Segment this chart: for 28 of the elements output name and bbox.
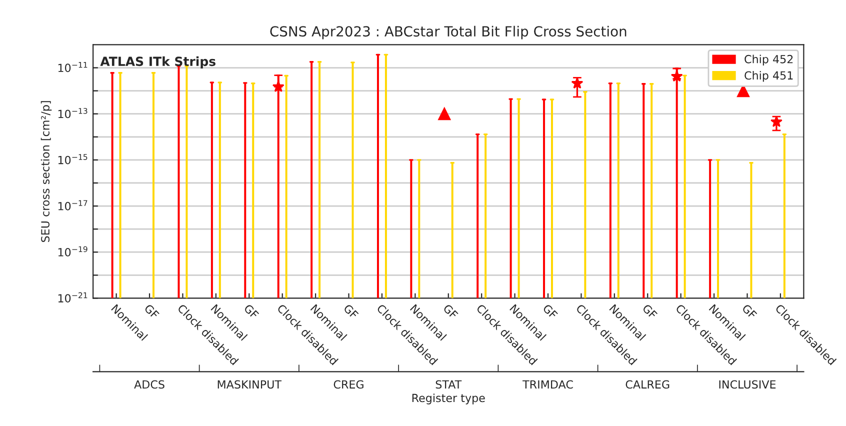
x-tick-label: GF <box>642 304 658 320</box>
legend-label: Chip 451 <box>744 71 793 82</box>
x-tick-label: GF <box>243 304 260 320</box>
point <box>438 108 451 120</box>
text: TRIMDAC <box>522 380 573 389</box>
text: INCLUSIVE <box>719 380 776 389</box>
y-tick-label: 10$^{−11}$ <box>58 62 88 72</box>
legend-label: Chip 452 <box>744 54 793 66</box>
point <box>670 70 683 82</box>
y-axis-title: SEU cross section [cm²/p] <box>40 101 52 242</box>
y-tick-label: 10$^{−17}$ <box>58 200 88 210</box>
text: ADCS <box>134 380 164 389</box>
chart-title: CSNS Apr2023 : ABCstar Total Bit Flip Cross Section <box>270 26 626 40</box>
text: ATLAS ITk Strips <box>100 56 216 69</box>
point <box>272 80 284 92</box>
x-tick-label: GF <box>144 304 160 320</box>
text: MASKINPUT <box>218 380 282 389</box>
point <box>770 116 782 128</box>
point <box>571 77 584 89</box>
text: CALREG <box>626 380 670 389</box>
y-tick-label: 10$^{−13}$ <box>58 108 88 118</box>
y-tick-label: 10$^{−15}$ <box>58 154 88 164</box>
x-tick-label: GF <box>542 304 558 320</box>
text: STAT <box>436 380 462 389</box>
text: CREG <box>334 380 364 389</box>
x-axis-title: Register type <box>412 394 485 404</box>
y-tick-label: 10$^{−19}$ <box>58 246 88 256</box>
y-tick-label: 10$^{−21}$ <box>58 292 88 302</box>
